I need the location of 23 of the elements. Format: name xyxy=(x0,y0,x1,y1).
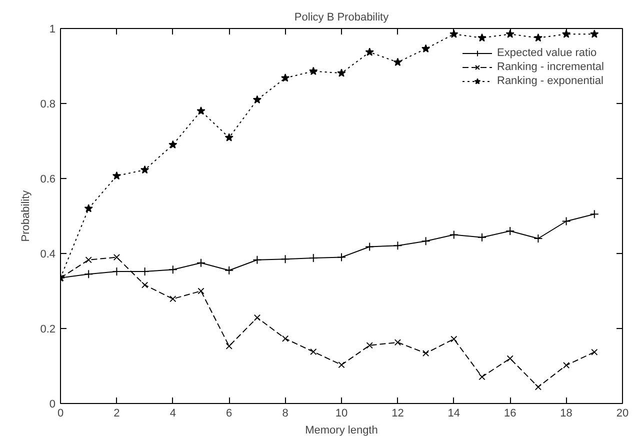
y-tick-label: 0.6 xyxy=(40,174,56,186)
x-tick-label: 4 xyxy=(170,408,176,420)
x-tick-label: 0 xyxy=(57,408,64,420)
y-tick-label: 1 xyxy=(49,24,56,36)
legend-label: Ranking - incremental xyxy=(497,60,604,74)
legend-label: Ranking - exponential xyxy=(497,74,604,88)
y-tick-label: 0 xyxy=(49,398,56,410)
y-tick-label: 0.4 xyxy=(40,248,56,260)
x-tick-label: 2 xyxy=(114,408,120,420)
x-axis-title: Memory length xyxy=(305,424,378,436)
x-tick-label: 16 xyxy=(504,408,516,420)
x-tick-label: 6 xyxy=(226,408,232,420)
legend-label: Expected value ratio xyxy=(497,46,597,60)
y-axis-title: Probability xyxy=(20,190,32,242)
x-tick-label: 18 xyxy=(560,408,572,420)
x-tick-label: 14 xyxy=(448,408,460,420)
x-tick-label: 10 xyxy=(335,408,348,420)
x-tick-label: 8 xyxy=(282,408,288,420)
chart-title: Policy B Probability xyxy=(294,12,390,24)
x-tick-label: 20 xyxy=(616,408,629,420)
y-tick-label: 0.2 xyxy=(40,324,56,336)
x-tick-label: 12 xyxy=(392,408,404,420)
y-tick-label: 0.8 xyxy=(40,98,56,110)
